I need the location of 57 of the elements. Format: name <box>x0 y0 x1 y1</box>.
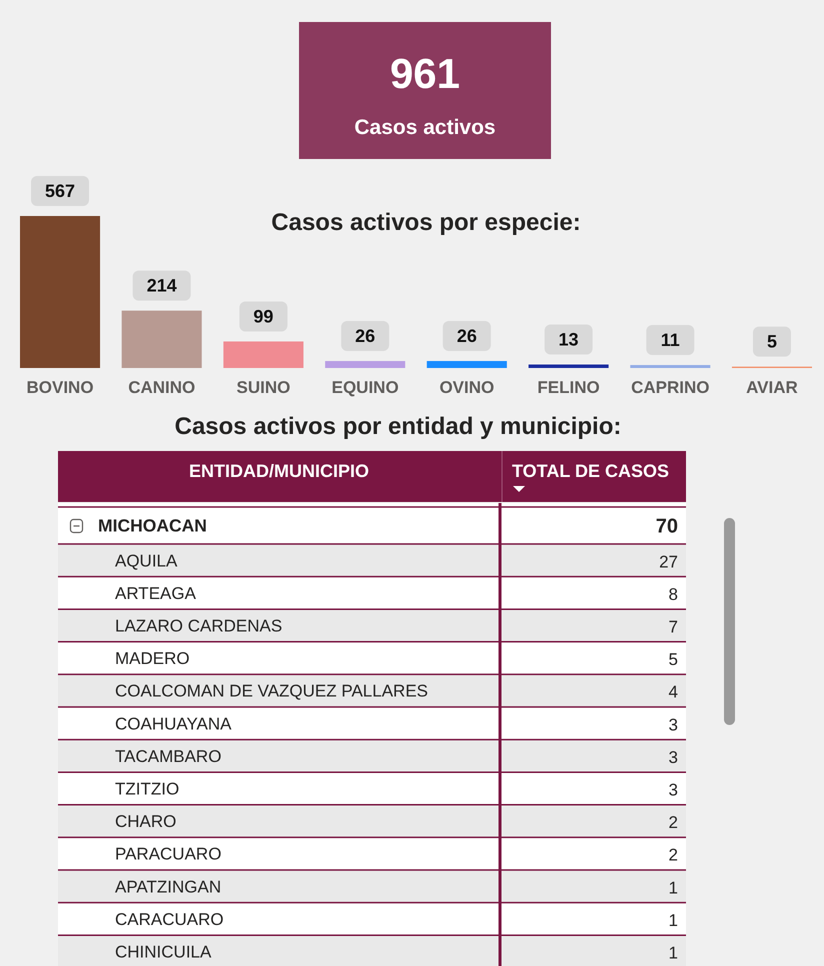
text: Casos activos por entidad y municipio: <box>174 413 622 440</box>
category-label: COALCOMAN DE VAZQUEZ PALLARES <box>115 682 428 701</box>
text: ENTIDAD/MUNICIPIO <box>189 461 369 481</box>
x-tick-label: BOVINO <box>26 378 94 397</box>
data-label: 214 <box>146 276 177 296</box>
data-label: 7 <box>668 618 678 636</box>
data-label: 27 <box>659 552 678 572</box>
x-tick-label: OVINO <box>439 378 494 397</box>
bar <box>325 361 406 368</box>
category-label: Casos activos <box>354 116 496 139</box>
x-tick-label: FELINO <box>537 378 600 397</box>
data-label: 4 <box>668 682 678 702</box>
category-label: APATZINGAN <box>115 877 222 896</box>
data-label: 2 <box>668 846 678 865</box>
category-label: LAZARO CARDENAS <box>115 616 282 636</box>
data-label: 13 <box>558 330 579 350</box>
x-tick-label: CANINO <box>128 378 196 397</box>
data-label: 567 <box>45 181 76 201</box>
x-tick-label: EQUINO <box>332 378 399 397</box>
category-label: AQUILA <box>115 551 178 570</box>
category-label: ARTEAGA <box>115 584 197 603</box>
category-label: TACAMBARO <box>115 746 222 766</box>
category-label: TZITZIO <box>115 780 180 798</box>
data-label: 1 <box>668 910 678 930</box>
category-label: CARACUARO <box>115 910 224 929</box>
bar <box>528 364 609 368</box>
category-label: PARACUARO <box>115 844 222 864</box>
text: TOTAL DE CASOS <box>512 461 670 481</box>
x-tick-label: AVIAR <box>746 378 798 397</box>
category-label: CHINICUILA <box>115 942 212 962</box>
x-tick-label: CAPRINO <box>631 378 710 397</box>
data-label: 11 <box>660 330 680 350</box>
data-label: 8 <box>668 584 678 604</box>
bar <box>20 216 100 368</box>
data-label: 3 <box>668 715 678 734</box>
data-label: 5 <box>668 650 678 670</box>
data-label: 961 <box>390 50 460 97</box>
chart-title: Casos activos por especie: <box>271 209 581 236</box>
data-label: 26 <box>355 326 376 346</box>
x-tick-label: SUINO <box>236 378 290 397</box>
bar <box>223 341 304 368</box>
data-label: 26 <box>456 326 477 346</box>
category-label: MICHOACAN <box>98 516 207 536</box>
category-label: MADERO <box>115 649 190 668</box>
bar <box>426 361 507 368</box>
data-label: 1 <box>668 944 678 962</box>
data-label: 5 <box>766 332 777 352</box>
bar <box>630 365 710 368</box>
data-label: 3 <box>668 780 678 800</box>
data-label: 1 <box>668 878 678 898</box>
data-label: 2 <box>668 813 678 832</box>
bar <box>122 310 202 368</box>
category-label: CHARO <box>115 812 176 832</box>
category-label: COAHUAYANA <box>115 714 232 734</box>
data-label: 99 <box>253 306 274 326</box>
data-label: 3 <box>668 748 678 767</box>
data-label: 70 <box>656 516 678 538</box>
